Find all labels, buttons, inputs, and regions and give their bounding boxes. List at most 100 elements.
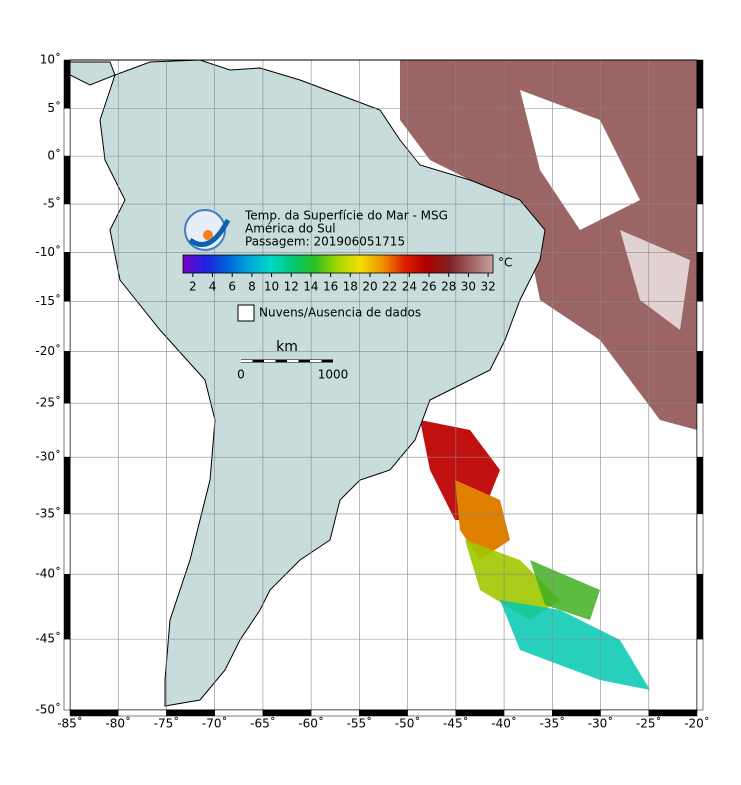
x-tick-label: -45˚ <box>443 716 469 731</box>
frame-band <box>600 709 650 717</box>
legend-label: Nuvens/Ausencia de dados <box>259 306 421 320</box>
frame-band <box>63 108 71 157</box>
colorbar-tick-label: 26 <box>421 280 436 294</box>
colorbar-tick-label: 14 <box>303 280 318 294</box>
colorbar-ticks: 2 4 6 8 10 12 14 16 18 20 22 24 26 28 30 32 <box>189 273 496 294</box>
colorbar <box>182 254 494 274</box>
frame-band <box>214 709 264 717</box>
title: Temp. da Superfície do Mar - MSG <box>244 209 448 223</box>
frame-band <box>696 108 704 157</box>
frame-band <box>359 709 408 717</box>
frame-band <box>696 301 704 352</box>
x-tick-label: -65˚ <box>250 716 276 731</box>
x-tick-label: -60˚ <box>298 716 324 731</box>
colorbar-tick-label: 30 <box>461 280 476 294</box>
x-tick-label: -30˚ <box>588 716 614 731</box>
frame-band <box>696 59 704 109</box>
colorbar-tick-label: 6 <box>228 280 236 294</box>
frame-band <box>69 709 119 717</box>
colorbar-tick-label: 28 <box>441 280 456 294</box>
scale-start: 0 <box>237 368 245 382</box>
frame-band <box>696 402 704 458</box>
frame-band <box>648 709 698 717</box>
colorbar-tick-label: 10 <box>264 280 279 294</box>
sst-field <box>400 60 697 690</box>
frame-band <box>117 709 167 717</box>
region: América do Sul <box>245 222 336 236</box>
colorbar-tick-label: 24 <box>402 280 417 294</box>
frame-band <box>552 709 601 717</box>
y-tick-label: -20˚ <box>35 343 61 358</box>
y-tick-label: 10˚ <box>40 52 61 67</box>
colorbar-tick-label: 16 <box>323 280 338 294</box>
x-tick-label: -55˚ <box>347 716 373 731</box>
x-tick-label: -70˚ <box>202 716 228 731</box>
frame-band <box>503 709 553 717</box>
x-tick-label: -50˚ <box>395 716 421 731</box>
scale-segment <box>264 360 276 362</box>
colorbar-tick-label: 20 <box>362 280 377 294</box>
colorbar-tick-label: 8 <box>248 280 256 294</box>
y-tick-label: 5˚ <box>47 100 61 115</box>
frame-band <box>166 709 215 717</box>
x-tick-label: -75˚ <box>154 716 180 731</box>
x-tick-label: -20˚ <box>684 716 710 731</box>
y-tick-label: -50˚ <box>35 702 61 717</box>
scale-segment <box>287 360 299 362</box>
frame-band <box>696 573 704 640</box>
x-tick-label: -25˚ <box>636 716 662 731</box>
frame-band <box>455 709 505 717</box>
x-tick-label: -40˚ <box>491 716 517 731</box>
colorbar-unit: °C <box>498 256 512 270</box>
frame-band <box>696 513 704 575</box>
frame-band <box>63 638 71 711</box>
frame-band <box>63 402 71 458</box>
y-tick-label: 0˚ <box>47 148 61 163</box>
colorbar-tick-label: 18 <box>343 280 358 294</box>
y-tick-label: -5˚ <box>43 196 61 211</box>
colorbar-tick-label: 22 <box>382 280 397 294</box>
colorbar-tick-label: 32 <box>480 280 495 294</box>
colorbar-tick-label: 4 <box>209 280 217 294</box>
legend-swatch <box>237 304 255 322</box>
y-tick-label: -30˚ <box>35 449 61 464</box>
frame-band <box>63 456 71 515</box>
scale-segment <box>310 360 322 362</box>
x-tick-label: -85˚ <box>57 716 83 731</box>
y-tick-label: -40˚ <box>35 566 61 581</box>
colorbar-tick-label: 2 <box>189 280 197 294</box>
frame-band <box>696 155 704 205</box>
y-tick-label: -45˚ <box>35 631 61 646</box>
frame-band <box>63 351 71 404</box>
frame-band <box>696 638 704 711</box>
frame-band <box>696 351 704 404</box>
frame-band <box>262 709 312 717</box>
frame-band <box>696 252 704 302</box>
y-tick-label: -25˚ <box>35 395 61 410</box>
frame-band <box>63 59 71 109</box>
frame-band <box>63 513 71 575</box>
x-tick-label: -80˚ <box>105 716 131 731</box>
colorbar-tick-label: 12 <box>284 280 299 294</box>
graticule <box>70 60 697 710</box>
frame-band <box>63 301 71 352</box>
y-tick-label: -10˚ <box>35 244 61 259</box>
scale-segment <box>241 360 253 362</box>
frame-band <box>63 203 71 253</box>
scale-end: 1000 <box>318 368 349 382</box>
frame-band <box>63 573 71 640</box>
frame-band <box>407 709 457 717</box>
frame-band <box>310 709 360 717</box>
frame-band <box>696 203 704 253</box>
pass: Passagem: 201906051715 <box>245 235 405 249</box>
y-tick-label: -35˚ <box>35 505 61 520</box>
axes: -85˚ -80˚ -75˚ -70˚ -65˚ -60˚ -55˚ -50˚ -45˚ -40˚… <box>35 52 709 731</box>
logo <box>184 209 231 251</box>
scale-unit: km <box>276 339 298 355</box>
frame-band <box>63 252 71 302</box>
frame-band <box>63 155 71 205</box>
scale-bar: km 0 1000 <box>237 339 348 382</box>
x-tick-label: -35˚ <box>540 716 566 731</box>
frame-band <box>696 456 704 515</box>
